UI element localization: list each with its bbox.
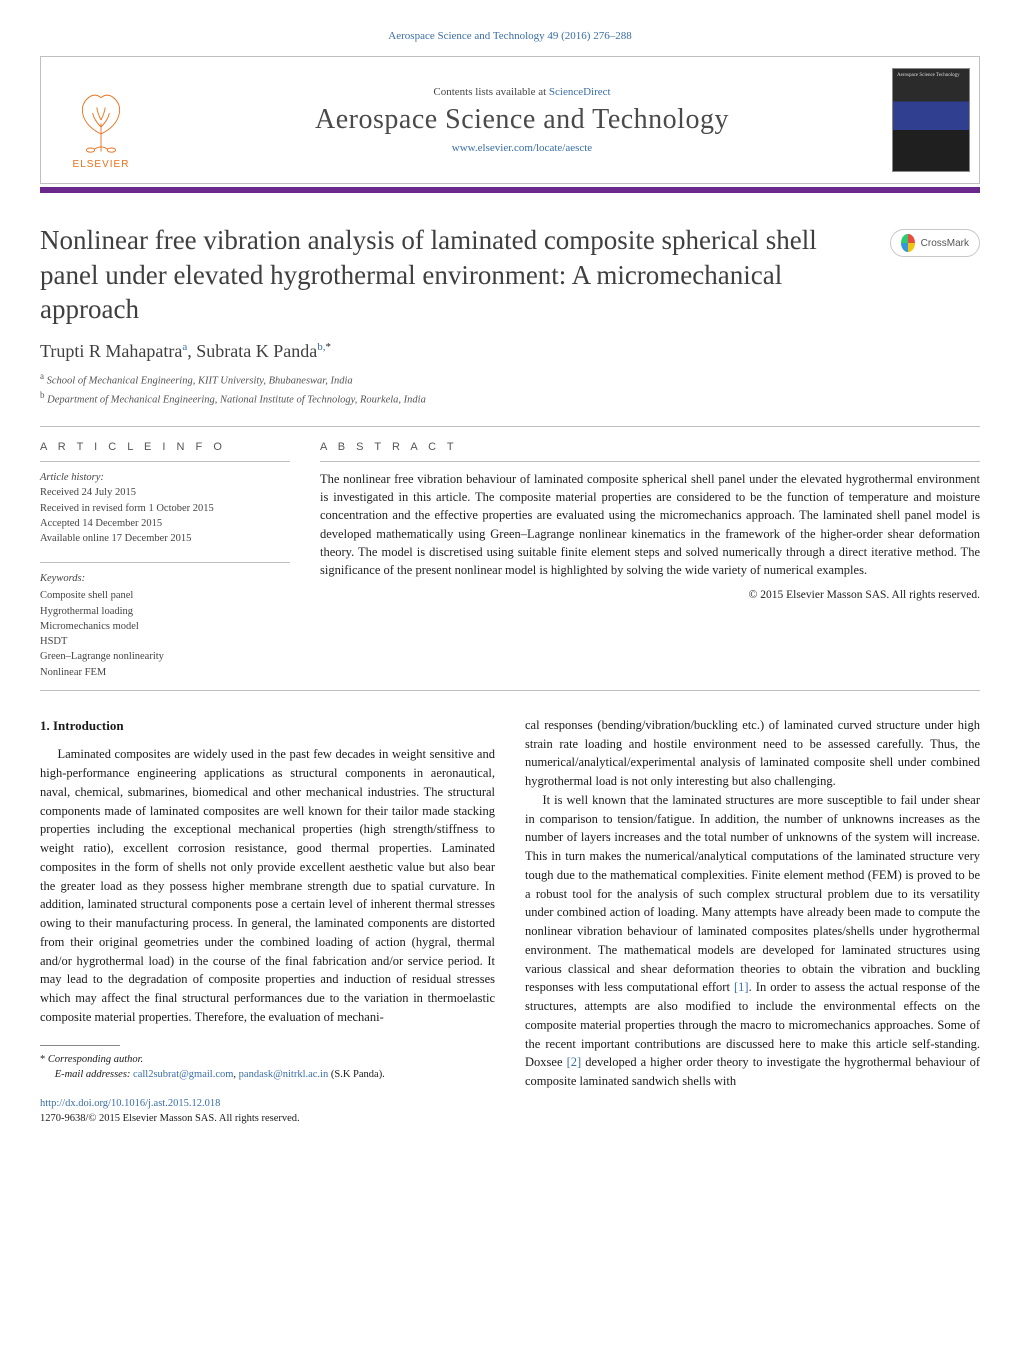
spacer	[40, 691, 980, 692]
keyword-5: Nonlinear FEM	[40, 667, 106, 678]
journal-homepage-link[interactable]: www.elsevier.com/locate/aescte	[452, 142, 592, 154]
ref-link-1[interactable]: [1]	[734, 980, 749, 994]
history-received: Received 24 July 2015	[40, 487, 136, 498]
body-column-left: 1. Introduction Laminated composites are…	[40, 716, 495, 1127]
author-2-name[interactable]: Subrata K Panda	[196, 341, 317, 361]
corresponding-star[interactable]: *	[325, 341, 331, 353]
journal-name: Aerospace Science and Technology	[315, 104, 729, 136]
intro-para-1: Laminated composites are widely used in …	[40, 745, 495, 1026]
elsevier-logo[interactable]: ELSEVIER	[56, 70, 146, 170]
keywords-block: Keywords: Composite shell panel Hygrothe…	[40, 571, 290, 680]
footnote-rule	[40, 1045, 120, 1046]
abstract-label: A B S T R A C T	[320, 441, 980, 453]
crossmark-label: CrossMark	[921, 238, 969, 249]
footnotes: * Corresponding author. E-mail addresses…	[40, 1052, 495, 1084]
keyword-2: Micromechanics model	[40, 621, 139, 632]
elsevier-wordmark: ELSEVIER	[73, 159, 130, 170]
keywords-top-rule	[40, 562, 290, 563]
affiliation-a: School of Mechanical Engineering, KIIT U…	[47, 375, 353, 386]
authors-line: Trupti R Mahapatraa, Subrata K Pandab,*	[40, 341, 980, 362]
intro-para-2-c: developed a higher order theory to inves…	[525, 1055, 980, 1088]
cover-thumb-title: Aerospace Science Technology	[897, 73, 965, 79]
email-2-link[interactable]: pandask@nitrkl.ac.in	[239, 1069, 329, 1080]
journal-ref-link[interactable]: Aerospace Science and Technology 49 (201…	[388, 30, 631, 42]
publisher-logo-cell: ELSEVIER	[41, 57, 161, 183]
history-label: Article history:	[40, 472, 104, 483]
elsevier-tree-icon	[66, 85, 136, 155]
keyword-3: HSDT	[40, 636, 67, 647]
crossmark-icon	[901, 234, 915, 252]
corresponding-label: Corresponding author.	[48, 1054, 143, 1065]
history-accepted: Accepted 14 December 2015	[40, 518, 162, 529]
keyword-4: Green–Lagrange nonlinearity	[40, 651, 164, 662]
author-2-aff[interactable]: b	[317, 341, 323, 353]
keyword-0: Composite shell panel	[40, 590, 133, 601]
intro-para-2-a: It is well known that the laminated stru…	[525, 793, 980, 995]
ref-link-2[interactable]: [2]	[567, 1055, 582, 1069]
keywords-label: Keywords:	[40, 571, 290, 586]
journal-cover-cell: Aerospace Science Technology	[883, 57, 979, 183]
contents-prefix: Contents lists available at	[433, 86, 548, 98]
email-label: E-mail addresses:	[55, 1069, 131, 1080]
section-1-heading: 1. Introduction	[40, 716, 495, 736]
journal-header-middle: Contents lists available at ScienceDirec…	[161, 57, 883, 183]
crossmark-button[interactable]: CrossMark	[890, 229, 980, 257]
abstract-copyright: © 2015 Elsevier Masson SAS. All rights r…	[320, 589, 980, 601]
issn-copyright-line: 1270-9638/© 2015 Elsevier Masson SAS. Al…	[40, 1113, 300, 1124]
journal-header: ELSEVIER Contents lists available at Sci…	[40, 56, 980, 184]
journal-reference-line: Aerospace Science and Technology 49 (201…	[40, 30, 980, 42]
doi-link[interactable]: http://dx.doi.org/10.1016/j.ast.2015.12.…	[40, 1098, 220, 1109]
abstract-rule	[320, 461, 980, 462]
intro-para-1-cont: cal responses (bending/vibration/bucklin…	[525, 716, 980, 791]
email-owner: (S.K Panda).	[331, 1069, 385, 1080]
keyword-1: Hygrothermal loading	[40, 606, 133, 617]
article-info-rule	[40, 461, 290, 462]
abstract-column: A B S T R A C T The nonlinear free vibra…	[320, 441, 980, 680]
affiliation-b: Department of Mechanical Engineering, Na…	[47, 394, 426, 405]
rule-above-info	[40, 426, 980, 427]
doi-block: http://dx.doi.org/10.1016/j.ast.2015.12.…	[40, 1097, 495, 1126]
email-1-link[interactable]: call2subrat@gmail.com	[133, 1069, 233, 1080]
author-1-aff[interactable]: a	[182, 341, 187, 353]
abstract-text: The nonlinear free vibration behaviour o…	[320, 470, 980, 579]
history-online: Available online 17 December 2015	[40, 533, 191, 544]
history-revised: Received in revised form 1 October 2015	[40, 503, 214, 514]
article-title: Nonlinear free vibration analysis of lam…	[40, 223, 878, 327]
body-column-right: cal responses (bending/vibration/bucklin…	[525, 716, 980, 1127]
journal-cover-thumb[interactable]: Aerospace Science Technology	[892, 68, 970, 172]
sciencedirect-link[interactable]: ScienceDirect	[549, 86, 611, 98]
crossmark-container: CrossMark	[890, 229, 980, 257]
article-info-label: A R T I C L E I N F O	[40, 441, 290, 453]
article-info-column: A R T I C L E I N F O Article history: R…	[40, 441, 290, 680]
affiliations: a School of Mechanical Engineering, KIIT…	[40, 370, 980, 409]
contents-available-line: Contents lists available at ScienceDirec…	[433, 86, 610, 98]
intro-para-2: It is well known that the laminated stru…	[525, 791, 980, 1091]
author-1-name[interactable]: Trupti R Mahapatra	[40, 341, 182, 361]
article-history: Article history: Received 24 July 2015 R…	[40, 470, 290, 546]
